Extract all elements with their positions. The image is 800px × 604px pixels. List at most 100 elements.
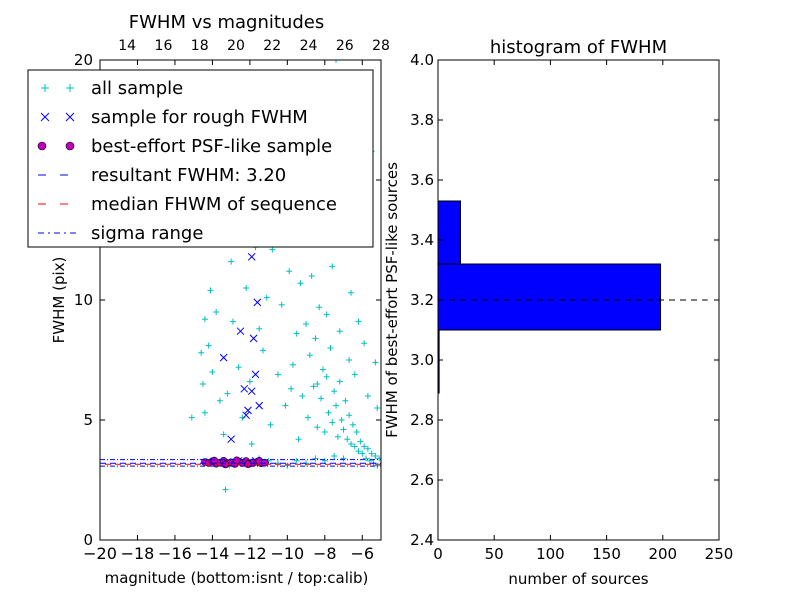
legend-label: median FHWM of sequence [91, 194, 337, 215]
all-point [342, 397, 349, 404]
all-point [297, 280, 304, 287]
all-point [312, 455, 319, 462]
all-point [340, 455, 347, 462]
y-tick-label: 10 [74, 291, 93, 309]
legend-label: resultant FWHM: 3.20 [91, 165, 286, 186]
all-point [338, 417, 345, 423]
all-point [288, 385, 295, 392]
all-point [201, 409, 208, 416]
all-point [303, 321, 310, 327]
all-point [243, 285, 250, 291]
x-tick-label: −14 [196, 544, 230, 563]
all-point [222, 486, 229, 493]
all-point [346, 412, 353, 419]
rough-point [251, 370, 260, 379]
rough-point [255, 401, 264, 410]
all-point [246, 378, 253, 385]
all-point [329, 263, 336, 270]
legend-key-best [37, 141, 75, 151]
all-point [220, 431, 227, 438]
legend-label: sigma range [91, 223, 203, 244]
y-tick-label: 2.4 [410, 531, 434, 549]
all-point [209, 369, 216, 375]
left-scatter-plot: −20 −18 −16 −14 −12 −10 −8 −6 14 16 18 20 22 24 26 28 0 5… [27, 12, 390, 587]
all-point [224, 390, 231, 397]
all-point [336, 378, 343, 385]
top-x-tick-label: 18 [191, 38, 209, 54]
all-point [316, 304, 323, 311]
all-point [351, 443, 358, 450]
legend-key-rough [40, 112, 75, 122]
scatter-xlabel: magnitude (bottom:isnt / top:calib) [105, 569, 369, 587]
all-point [372, 359, 379, 366]
all-point [278, 301, 285, 308]
all-point [351, 371, 358, 378]
all-point [239, 414, 246, 421]
x-tick-label: 0 [433, 545, 443, 563]
x-tick-label: −16 [158, 544, 192, 563]
all-point [331, 453, 338, 459]
y-tick-label: 0 [83, 531, 93, 549]
all-point [364, 393, 371, 399]
all-point [368, 450, 375, 457]
all-point [299, 393, 306, 399]
all-point [374, 405, 381, 411]
all-point [333, 402, 340, 409]
best-point [210, 456, 219, 465]
rough-point [247, 252, 256, 261]
all-point [344, 436, 351, 443]
rough-point [236, 327, 245, 336]
all-point [340, 426, 347, 433]
rough-point [240, 384, 249, 393]
all-point [230, 318, 237, 325]
y-tick-label: 3.4 [410, 231, 434, 249]
all-point [364, 445, 371, 452]
top-x-tick-label: 22 [263, 38, 281, 54]
legend-key-all [41, 84, 74, 92]
x-tick-label: −18 [121, 544, 155, 563]
y-tick-label: 5 [83, 411, 93, 429]
all-point [188, 414, 195, 421]
rough-point [242, 411, 250, 420]
all-point [267, 421, 274, 428]
all-point [263, 294, 270, 301]
x-tick-label: −12 [233, 544, 267, 563]
all-point [319, 366, 326, 373]
rough-point [253, 298, 262, 307]
all-point [357, 438, 364, 445]
all-point [235, 364, 242, 371]
all-point [331, 388, 338, 395]
histogram-xlabel: number of sources [508, 570, 648, 588]
rough-point [219, 353, 228, 362]
all-point [361, 443, 368, 450]
scatter-legend: all sample sample for rough FWHM best-effo… [27, 69, 374, 248]
x-tick-label: 50 [485, 545, 504, 563]
all-point [355, 318, 362, 325]
all-point [289, 361, 296, 368]
legend-label: all sample [91, 78, 183, 99]
all-point [198, 349, 205, 356]
all-point [359, 450, 366, 457]
all-point [346, 357, 353, 363]
top-x-tick-label: 24 [300, 38, 318, 54]
all-point [336, 328, 343, 335]
all-point [207, 287, 214, 294]
scatter-ylabel: FWHM (pix) [50, 257, 68, 344]
all-point [314, 381, 321, 387]
all-point [363, 455, 370, 462]
all-point [228, 258, 235, 265]
all-point [312, 335, 319, 342]
top-x-tick-label: 28 [372, 38, 390, 54]
all-point [314, 424, 321, 431]
y-tick-label: 3.8 [410, 111, 434, 129]
all-point [318, 395, 325, 402]
all-point [259, 347, 266, 354]
all-point [282, 402, 289, 409]
histogram-bar [437, 200, 461, 265]
all-point [376, 455, 381, 462]
all-point [308, 273, 315, 279]
y-tick-label: 2.6 [410, 471, 434, 489]
rough-point [244, 406, 252, 415]
x-tick-label: −6 [350, 544, 374, 563]
